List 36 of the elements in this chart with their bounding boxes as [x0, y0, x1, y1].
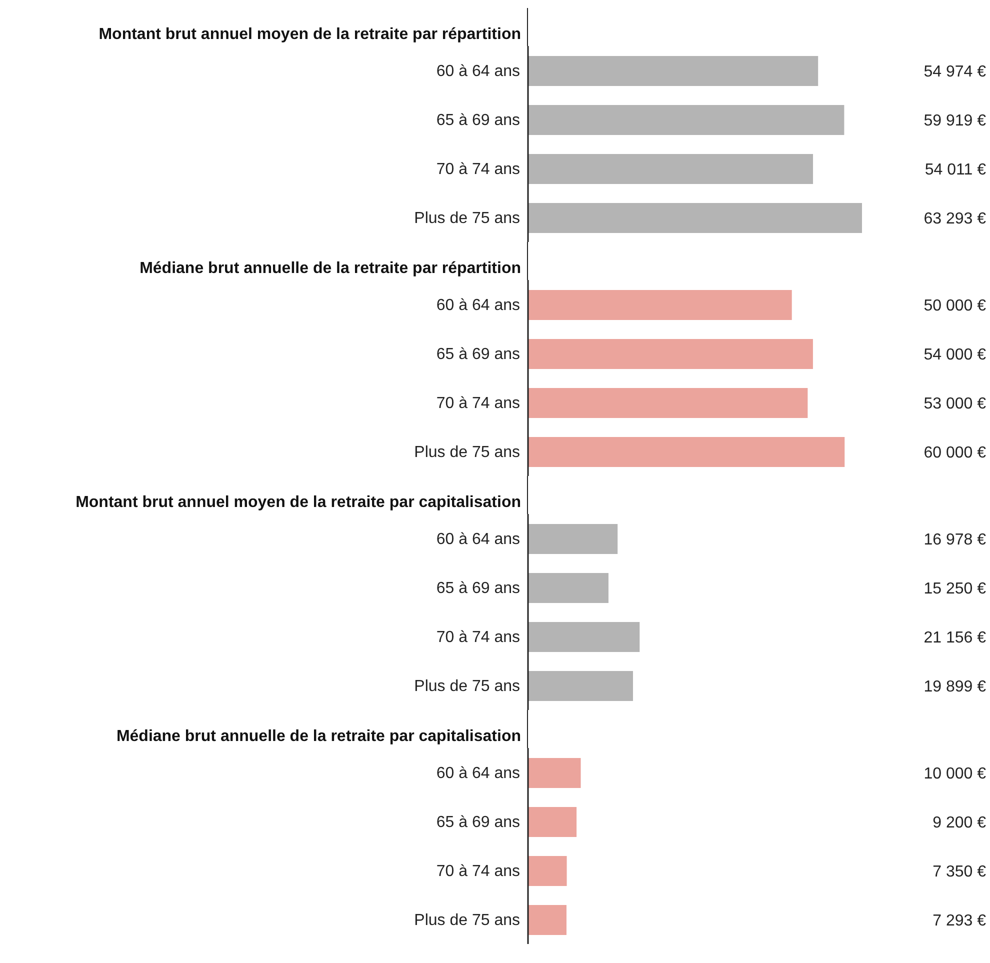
- y-tick-label: 65 à 69 ans: [436, 580, 520, 598]
- y-tick-label: Plus de 75 ans: [414, 912, 520, 930]
- y-tick-label: 65 à 69 ans: [436, 346, 520, 364]
- data-label: 54 011 €: [924, 162, 986, 179]
- data-label: 10 000 €: [924, 766, 986, 783]
- data-label: 63 293 €: [924, 210, 986, 228]
- y-tick-label: Plus de 75 ans: [414, 678, 520, 696]
- text: Montant brut annuel moyen de la retraite par capitalisation: [8, 476, 528, 514]
- data-label: 9 200 €: [932, 814, 986, 832]
- data-label: 60 000 €: [924, 444, 986, 462]
- data-label: 53 000 €: [924, 396, 986, 413]
- y-tick-label: 65 à 69 ans: [436, 814, 520, 832]
- y-tick-label: 70 à 74 ans: [436, 629, 520, 646]
- text: Médiane brut annuelle de la retraite par capitalisation: [8, 710, 528, 748]
- y-tick-label: 60 à 64 ans: [436, 765, 520, 782]
- data-label: 15 250 €: [924, 580, 986, 598]
- data-label: 7 293 €: [932, 912, 986, 930]
- y-tick-label: Plus de 75 ans: [414, 210, 520, 228]
- data-label: 21 156 €: [924, 630, 986, 647]
- y-tick-label: 60 à 64 ans: [436, 531, 520, 548]
- data-label: 54 974 €: [924, 64, 986, 81]
- data-label: 19 899 €: [924, 678, 986, 696]
- y-tick-label: 60 à 64 ans: [436, 297, 520, 314]
- text: Médiane brut annuelle de la retraite par répartition: [8, 242, 528, 280]
- y-tick-label: Plus de 75 ans: [414, 444, 520, 462]
- y-tick-label: 70 à 74 ans: [436, 161, 520, 178]
- data-label: 59 919 €: [924, 112, 986, 130]
- data-label: 16 978 €: [924, 532, 986, 549]
- data-label: 7 350 €: [932, 864, 986, 881]
- y-tick-label: 70 à 74 ans: [436, 863, 520, 880]
- y-tick-label: 70 à 74 ans: [436, 395, 520, 412]
- text: Montant brut annuel moyen de la retraite par répartition: [8, 8, 528, 46]
- y-tick-label: 65 à 69 ans: [436, 112, 520, 130]
- data-label: 54 000 €: [924, 346, 986, 364]
- data-label: 50 000 €: [924, 298, 986, 315]
- y-tick-label: 60 à 64 ans: [436, 63, 520, 80]
